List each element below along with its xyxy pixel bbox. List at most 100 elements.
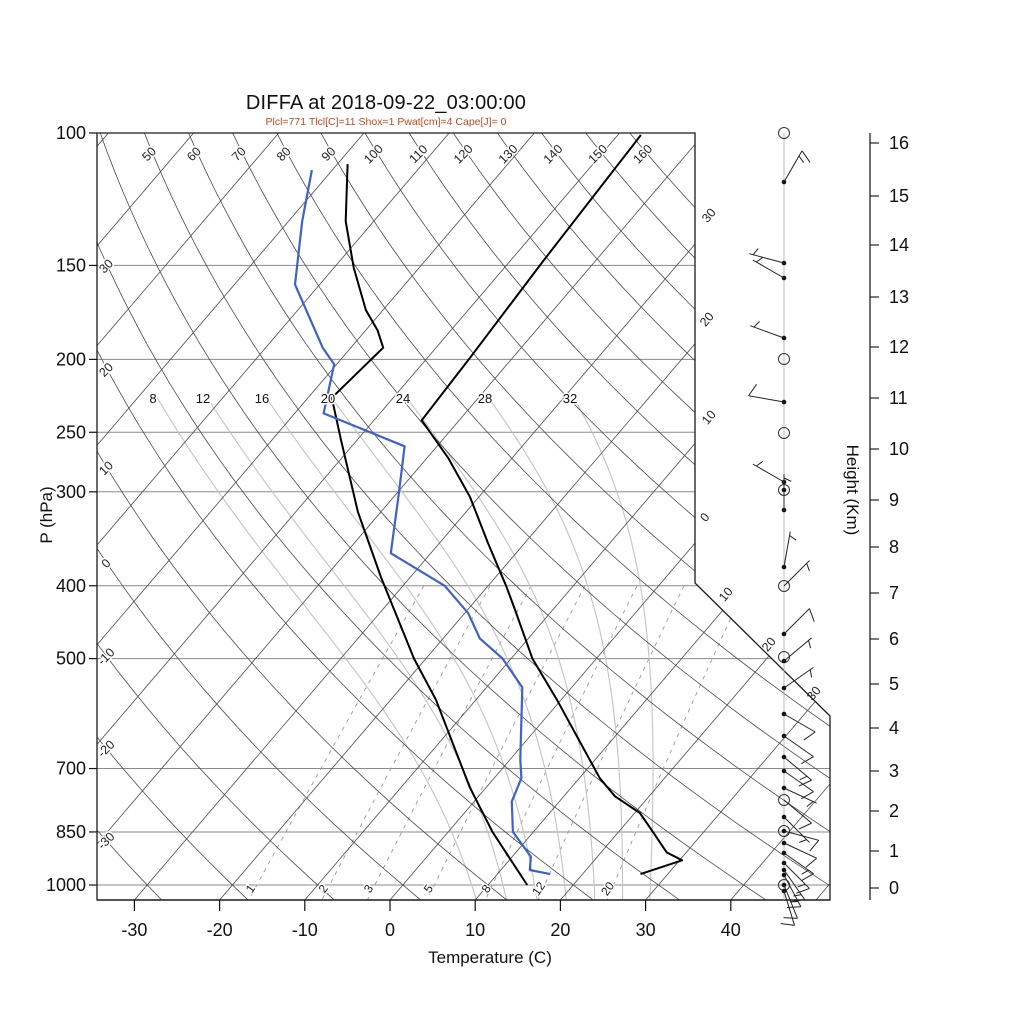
height-axis-title: Height (Km): [843, 444, 862, 536]
grid-label: -20: [95, 738, 118, 761]
chart-subtitle: Plcl=771 Tlcl[C]=11 Shox=1 Pwat[cm]=4 Ca…: [265, 116, 507, 128]
grid-label: 10: [699, 408, 719, 428]
grid-label: 20: [697, 310, 717, 330]
grid-label: 70: [229, 144, 249, 164]
grid-label: 13: [889, 287, 909, 307]
grid-label: 6: [889, 629, 899, 649]
grid-label: 200: [56, 349, 86, 369]
grid-label: 8: [149, 391, 156, 406]
grid-label: 160: [630, 142, 655, 167]
grid-label: 90: [319, 144, 339, 164]
grid-label: 12: [889, 337, 909, 357]
grid-label: 10: [465, 920, 485, 940]
grid-label: 1: [889, 841, 899, 861]
wind-barb: [781, 711, 816, 741]
grid-label: 3: [889, 761, 899, 781]
wind-barb: [781, 785, 817, 808]
grid-label: 80: [274, 144, 294, 164]
mixing-ratio-grid: [248, 585, 747, 900]
grid-label: 700: [56, 759, 86, 779]
grid-label: 30: [96, 256, 116, 276]
wind-barb: [781, 733, 814, 765]
grid-label: 8: [889, 537, 899, 557]
wind-barb: [781, 637, 812, 664]
grid-label: 110: [406, 142, 430, 166]
grid-label: 40: [721, 920, 741, 940]
grid-label: 30: [699, 206, 719, 226]
grid-label: 0: [889, 878, 899, 898]
wind-barb: [778, 825, 820, 852]
dewpoint-curve: [330, 164, 529, 886]
pressure-axis-title: P (hPa): [37, 486, 56, 544]
grid-label: 16: [889, 133, 909, 153]
grid-label: 0: [697, 510, 712, 524]
grid-label: 11: [889, 388, 908, 408]
wind-barb: [781, 150, 811, 185]
wind-barb: [781, 754, 812, 787]
grid-label: 10: [889, 439, 909, 459]
grid-label: 0: [99, 556, 114, 571]
grid-label: 1: [243, 882, 258, 896]
grid-label: 4: [889, 718, 899, 738]
grid-label: 10: [716, 585, 736, 605]
grid-label: 400: [56, 576, 86, 596]
grid-label: 14: [889, 235, 909, 255]
chart-title: DIFFA at 2018-09-22_03:00:00: [245, 92, 527, 114]
grid-label: 150: [56, 255, 86, 275]
grid-label: 3: [361, 882, 376, 896]
wind-barb-column: [748, 127, 820, 926]
grid-label: 12: [196, 391, 210, 406]
grid-label: 250: [56, 422, 86, 442]
grid-label: 1000: [46, 875, 86, 895]
wind-barb: [781, 814, 810, 843]
wind-barb: [781, 474, 792, 513]
grid-label: 15: [889, 186, 909, 206]
grid-label: 7: [889, 583, 899, 603]
wind-barb: [780, 888, 796, 926]
wind-barb: [778, 794, 812, 830]
wind-barb: [750, 321, 787, 341]
grid-label: 0: [385, 920, 395, 940]
grid-label: 16: [255, 391, 269, 406]
grid-label: 24: [396, 391, 410, 406]
grid-label: 20: [759, 635, 779, 655]
pressure-gridlines: [97, 133, 830, 886]
grid-label: 10: [96, 458, 116, 478]
wind-barb: [752, 461, 787, 485]
grid-label: 5: [421, 882, 436, 896]
temperature-curve: [420, 134, 684, 876]
wind-barb: [778, 127, 790, 139]
grid-label: 12: [529, 879, 548, 898]
grid-label: 140: [541, 142, 566, 167]
grid-label: -10: [95, 645, 118, 668]
wind-barb: [781, 850, 814, 882]
grid-label: 20: [96, 360, 116, 380]
grid-label: 120: [451, 142, 476, 167]
grid-label: 28: [478, 391, 492, 406]
wind-barb: [781, 608, 815, 637]
grid-label: 100: [361, 142, 386, 167]
wind-barb: [778, 560, 810, 592]
wind-barb: [781, 531, 797, 570]
grid-label: 100: [56, 123, 86, 143]
grid-label: 30: [636, 920, 656, 940]
wind-barb: [748, 383, 787, 405]
grid-label: 850: [56, 822, 86, 842]
grid-label: 5: [889, 674, 899, 694]
moist-adiabat-grid: [156, 397, 654, 900]
grid-label: 500: [56, 649, 86, 669]
grid-label: 150: [586, 142, 611, 167]
grid-label: 9: [889, 490, 899, 510]
wind-barb: [778, 353, 790, 365]
grid-label: 2: [316, 882, 331, 896]
wind-barb: [781, 840, 817, 868]
grid-label: 20: [598, 879, 617, 898]
grid-label: 20: [321, 391, 335, 406]
sounding-curves: [293, 134, 684, 886]
wet_bulb-curve: [293, 169, 551, 876]
grid-label: -20: [207, 920, 233, 940]
grid-label: 130: [496, 142, 521, 167]
grid-label: -10: [292, 920, 318, 940]
